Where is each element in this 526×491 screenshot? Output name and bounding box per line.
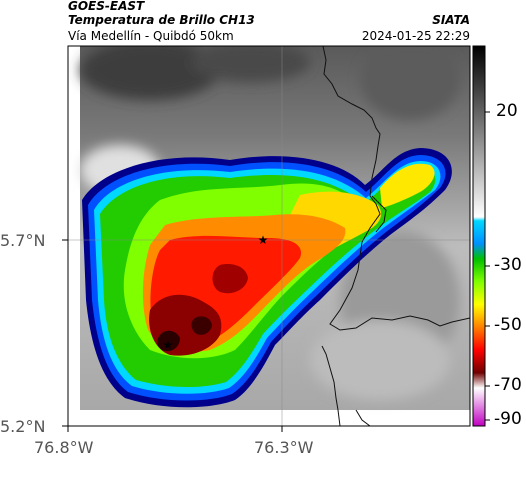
border-line [355, 409, 371, 426]
colorbar-ticks [485, 111, 490, 421]
lat-tick-label: 5.2°N [0, 417, 46, 436]
colorbar-tick-label: -90 [494, 409, 522, 429]
lon-tick-label: 76.3°W [254, 438, 314, 457]
satellite-title: GOES-EAST [68, 0, 145, 13]
gridlines [68, 46, 470, 426]
star-marker: ★ [258, 233, 269, 247]
agency-label: SIATA [432, 13, 470, 27]
contour-darkred-2 [212, 264, 248, 294]
colorbar-tick-label: 20 [496, 101, 518, 121]
border-line [322, 46, 470, 331]
axis-ticks [62, 239, 283, 432]
product-title: Temperatura de Brillo CH13 [68, 13, 255, 27]
border-line [321, 345, 341, 426]
colorbar-tick-label: -30 [494, 255, 522, 275]
colorbar-tick-label: -70 [494, 375, 522, 395]
border-line [371, 195, 387, 233]
contour-core-2 [191, 316, 212, 335]
grey-texture [80, 46, 460, 400]
colorbar [472, 45, 486, 427]
datetime-label: 2024-01-25 22:29 [361, 29, 470, 43]
star-marker: ★ [163, 338, 174, 352]
lat-tick-label: 5.7°N [0, 231, 46, 250]
borders [321, 46, 470, 426]
map-border [67, 45, 471, 427]
colorbar-tick-label: -50 [494, 315, 522, 335]
lon-tick-label: 76.8°W [34, 438, 94, 457]
contour-core [157, 330, 180, 352]
contour-yellow-east [380, 163, 435, 208]
cloud-system [82, 148, 452, 408]
location-label: Vía Medellín - Quibdó 50km [68, 29, 234, 43]
